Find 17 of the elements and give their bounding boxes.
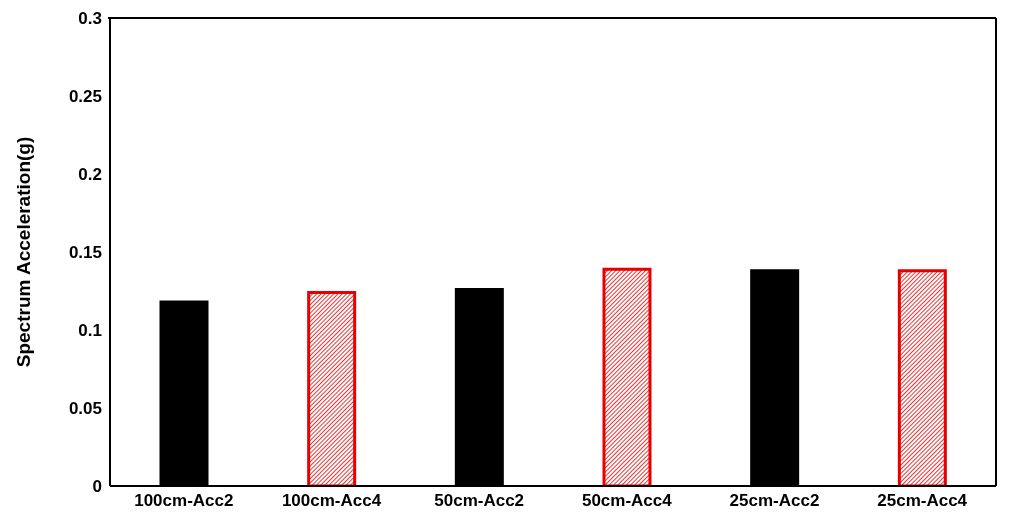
x-tick-label: 25cm-Acc4: [877, 491, 968, 511]
y-tick-label: 0.05: [68, 399, 102, 419]
bar: [897, 269, 947, 486]
x-tick-label: 100cm-Acc4: [281, 491, 382, 511]
y-tick-label: 0.25: [68, 87, 102, 107]
y-tick-label: 0.2: [78, 165, 102, 185]
y-tick-label: 0: [92, 477, 102, 497]
bar: [602, 267, 652, 486]
x-tick-label: 25cm-Acc2: [729, 491, 820, 511]
y-tick-label: 0.15: [68, 243, 102, 263]
y-tick-label: 0.1: [78, 321, 102, 341]
y-axis-title: Spectrum Acceleration(g): [12, 136, 34, 368]
x-tick-label: 50cm-Acc4: [581, 491, 673, 511]
x-tick-label: 50cm-Acc2: [434, 491, 525, 511]
x-tick-label: 100cm-Acc2: [134, 491, 234, 511]
y-tick-label: 0.3: [78, 9, 102, 29]
bar: [307, 291, 357, 486]
